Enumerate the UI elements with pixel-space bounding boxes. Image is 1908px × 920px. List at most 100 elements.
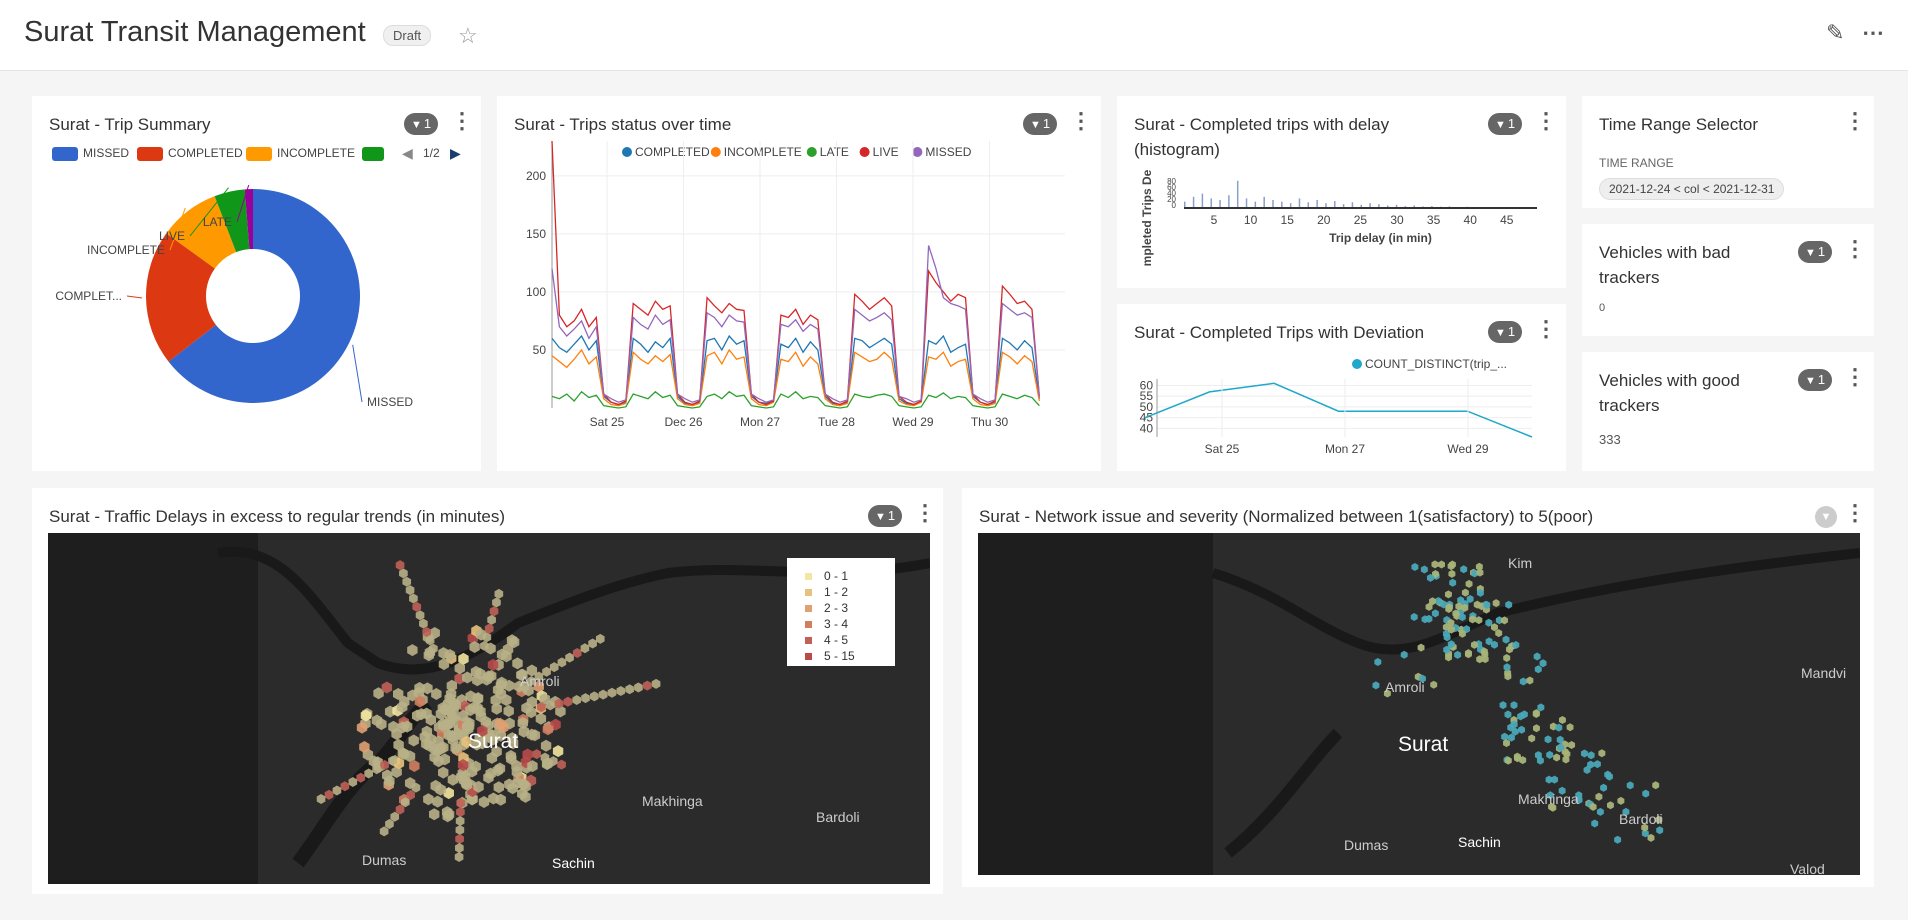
hex-cell — [1583, 766, 1591, 775]
chart-menu-icon[interactable]: ⋮ — [914, 500, 936, 525]
network-map[interactable]: Surat Amroli Makhinga Bardoli Dumas Sach… — [978, 533, 1860, 875]
map-legend-item: 5 - 15 — [805, 648, 895, 664]
legend-next-icon[interactable]: ▶ — [450, 145, 461, 161]
more-options-icon[interactable]: ⋯ — [1862, 20, 1884, 45]
hex-cell — [408, 734, 419, 747]
hex-cell — [1617, 796, 1625, 805]
hex-cell — [1503, 654, 1511, 663]
y-tick-label: 40 — [1140, 421, 1154, 435]
hex-cell — [501, 650, 512, 663]
hex-cell — [1532, 724, 1540, 733]
pie-slice — [168, 189, 360, 403]
hex-cell — [429, 643, 438, 654]
legend-label: LATE — [820, 145, 849, 159]
filter-icon[interactable]: ▼ — [1815, 506, 1837, 528]
chart-menu-icon[interactable]: ⋮ — [1535, 316, 1557, 341]
chart-menu-icon[interactable]: ⋮ — [1844, 364, 1866, 389]
favorite-star-icon[interactable]: ☆ — [458, 23, 478, 48]
hex-cell — [1557, 743, 1565, 752]
map-label: Sachin — [1458, 834, 1501, 850]
legend-prev-icon[interactable]: ◀ — [402, 145, 413, 161]
hex-cell — [1518, 725, 1526, 734]
hex-cell — [1520, 710, 1528, 719]
series-line — [551, 140, 1040, 406]
chart-menu-icon[interactable]: ⋮ — [1535, 108, 1557, 133]
hex-cell — [458, 652, 469, 665]
hex-cell — [1595, 792, 1603, 801]
hex-cell — [507, 737, 519, 750]
hex-cell — [1539, 659, 1547, 668]
chart-menu-icon[interactable]: ⋮ — [1844, 108, 1866, 133]
histogram-bar — [1342, 204, 1345, 208]
hex-cell — [1587, 760, 1595, 769]
hex-cell — [1455, 602, 1463, 611]
chart-menu-icon[interactable]: ⋮ — [451, 108, 473, 133]
hex-cell — [356, 772, 366, 783]
hex-cell — [1485, 618, 1493, 627]
hex-cell — [1372, 681, 1380, 690]
hex-cell — [1600, 783, 1608, 792]
hex-cell — [469, 641, 480, 654]
filter-badge[interactable]: ▼ 1 — [1798, 369, 1832, 391]
filter-badge[interactable]: ▼ 1 — [1023, 113, 1057, 135]
legend-label: MISSED — [925, 145, 971, 159]
filter-badge[interactable]: ▼ 1 — [404, 113, 438, 135]
hex-cell — [439, 753, 451, 766]
filter-count: 1 — [1817, 244, 1826, 259]
traffic-map[interactable]: Surat Amroli Makhinga Bardoli Dumas Sach… — [48, 533, 930, 884]
hex-cell — [380, 760, 389, 771]
hex-cell — [1544, 735, 1552, 744]
hex-cell — [1551, 775, 1558, 784]
hex-cell — [1417, 643, 1425, 652]
pie-leader-line — [126, 295, 143, 299]
chart-title: Surat - Completed trips with delay (hist… — [1134, 115, 1390, 159]
hex-cell — [1641, 823, 1649, 832]
pie-slice — [166, 196, 237, 269]
chart-menu-icon[interactable]: ⋮ — [1844, 236, 1866, 261]
filter-badge[interactable]: ▼ 1 — [1798, 241, 1832, 263]
legend-item[interactable] — [362, 146, 389, 161]
legend-item[interactable]: COMPLETED — [137, 146, 243, 161]
legend-swatch — [805, 573, 812, 580]
hex-cell — [494, 762, 506, 775]
legend-item[interactable]: INCOMPLETE — [246, 146, 355, 161]
hex-cell — [651, 678, 661, 689]
legend-item[interactable]: MISSED — [52, 146, 129, 161]
filter-badge[interactable]: ▼ 1 — [1488, 321, 1522, 343]
map-legend-list: 0 - 1 1 - 2 2 - 3 3 - 4 4 - 5 5 - 15 — [787, 558, 895, 664]
hex-cell — [406, 789, 415, 800]
time-range-value[interactable]: 2021-12-24 < col < 2021-12-31 — [1599, 178, 1785, 200]
hex-cell — [1580, 749, 1588, 758]
hex-cell — [1555, 723, 1563, 732]
hex-cell — [491, 745, 502, 758]
pie-leader-line — [189, 187, 229, 237]
hex-cell — [1481, 655, 1489, 664]
histogram-bar — [1228, 195, 1230, 208]
hex-cell — [429, 808, 440, 821]
delay-histogram-card: Surat - Completed trips with delay (hist… — [1117, 96, 1566, 288]
hex-cell — [1504, 710, 1512, 719]
hex-cell — [1461, 603, 1469, 612]
chart-menu-icon[interactable]: ⋮ — [1070, 108, 1092, 133]
x-axis-label: Trip delay (in min) — [1329, 231, 1432, 245]
x-tick-label: Mon 27 — [740, 415, 780, 429]
hex-cell — [572, 694, 582, 705]
map-label: Amroli — [1385, 679, 1425, 695]
hex-cell — [1442, 629, 1450, 638]
histogram-bar — [1192, 196, 1195, 208]
legend-marker — [859, 147, 870, 157]
pie-slice-label: LIVE — [159, 229, 185, 243]
chart-menu-icon[interactable]: ⋮ — [1844, 500, 1866, 525]
status-badge[interactable]: Draft — [383, 25, 432, 46]
hex-cell — [400, 797, 410, 808]
edit-pencil-icon[interactable]: ✎ — [1826, 20, 1845, 45]
hex-cell — [402, 576, 412, 587]
filter-badge[interactable]: ▼ 1 — [868, 505, 902, 527]
hex-cell — [1464, 650, 1472, 659]
legend-swatch — [805, 621, 812, 628]
hex-cell — [1458, 629, 1466, 638]
filter-badge[interactable]: ▼ 1 — [1488, 113, 1522, 135]
hex-cell — [470, 760, 481, 773]
hex-cell — [1532, 709, 1540, 718]
